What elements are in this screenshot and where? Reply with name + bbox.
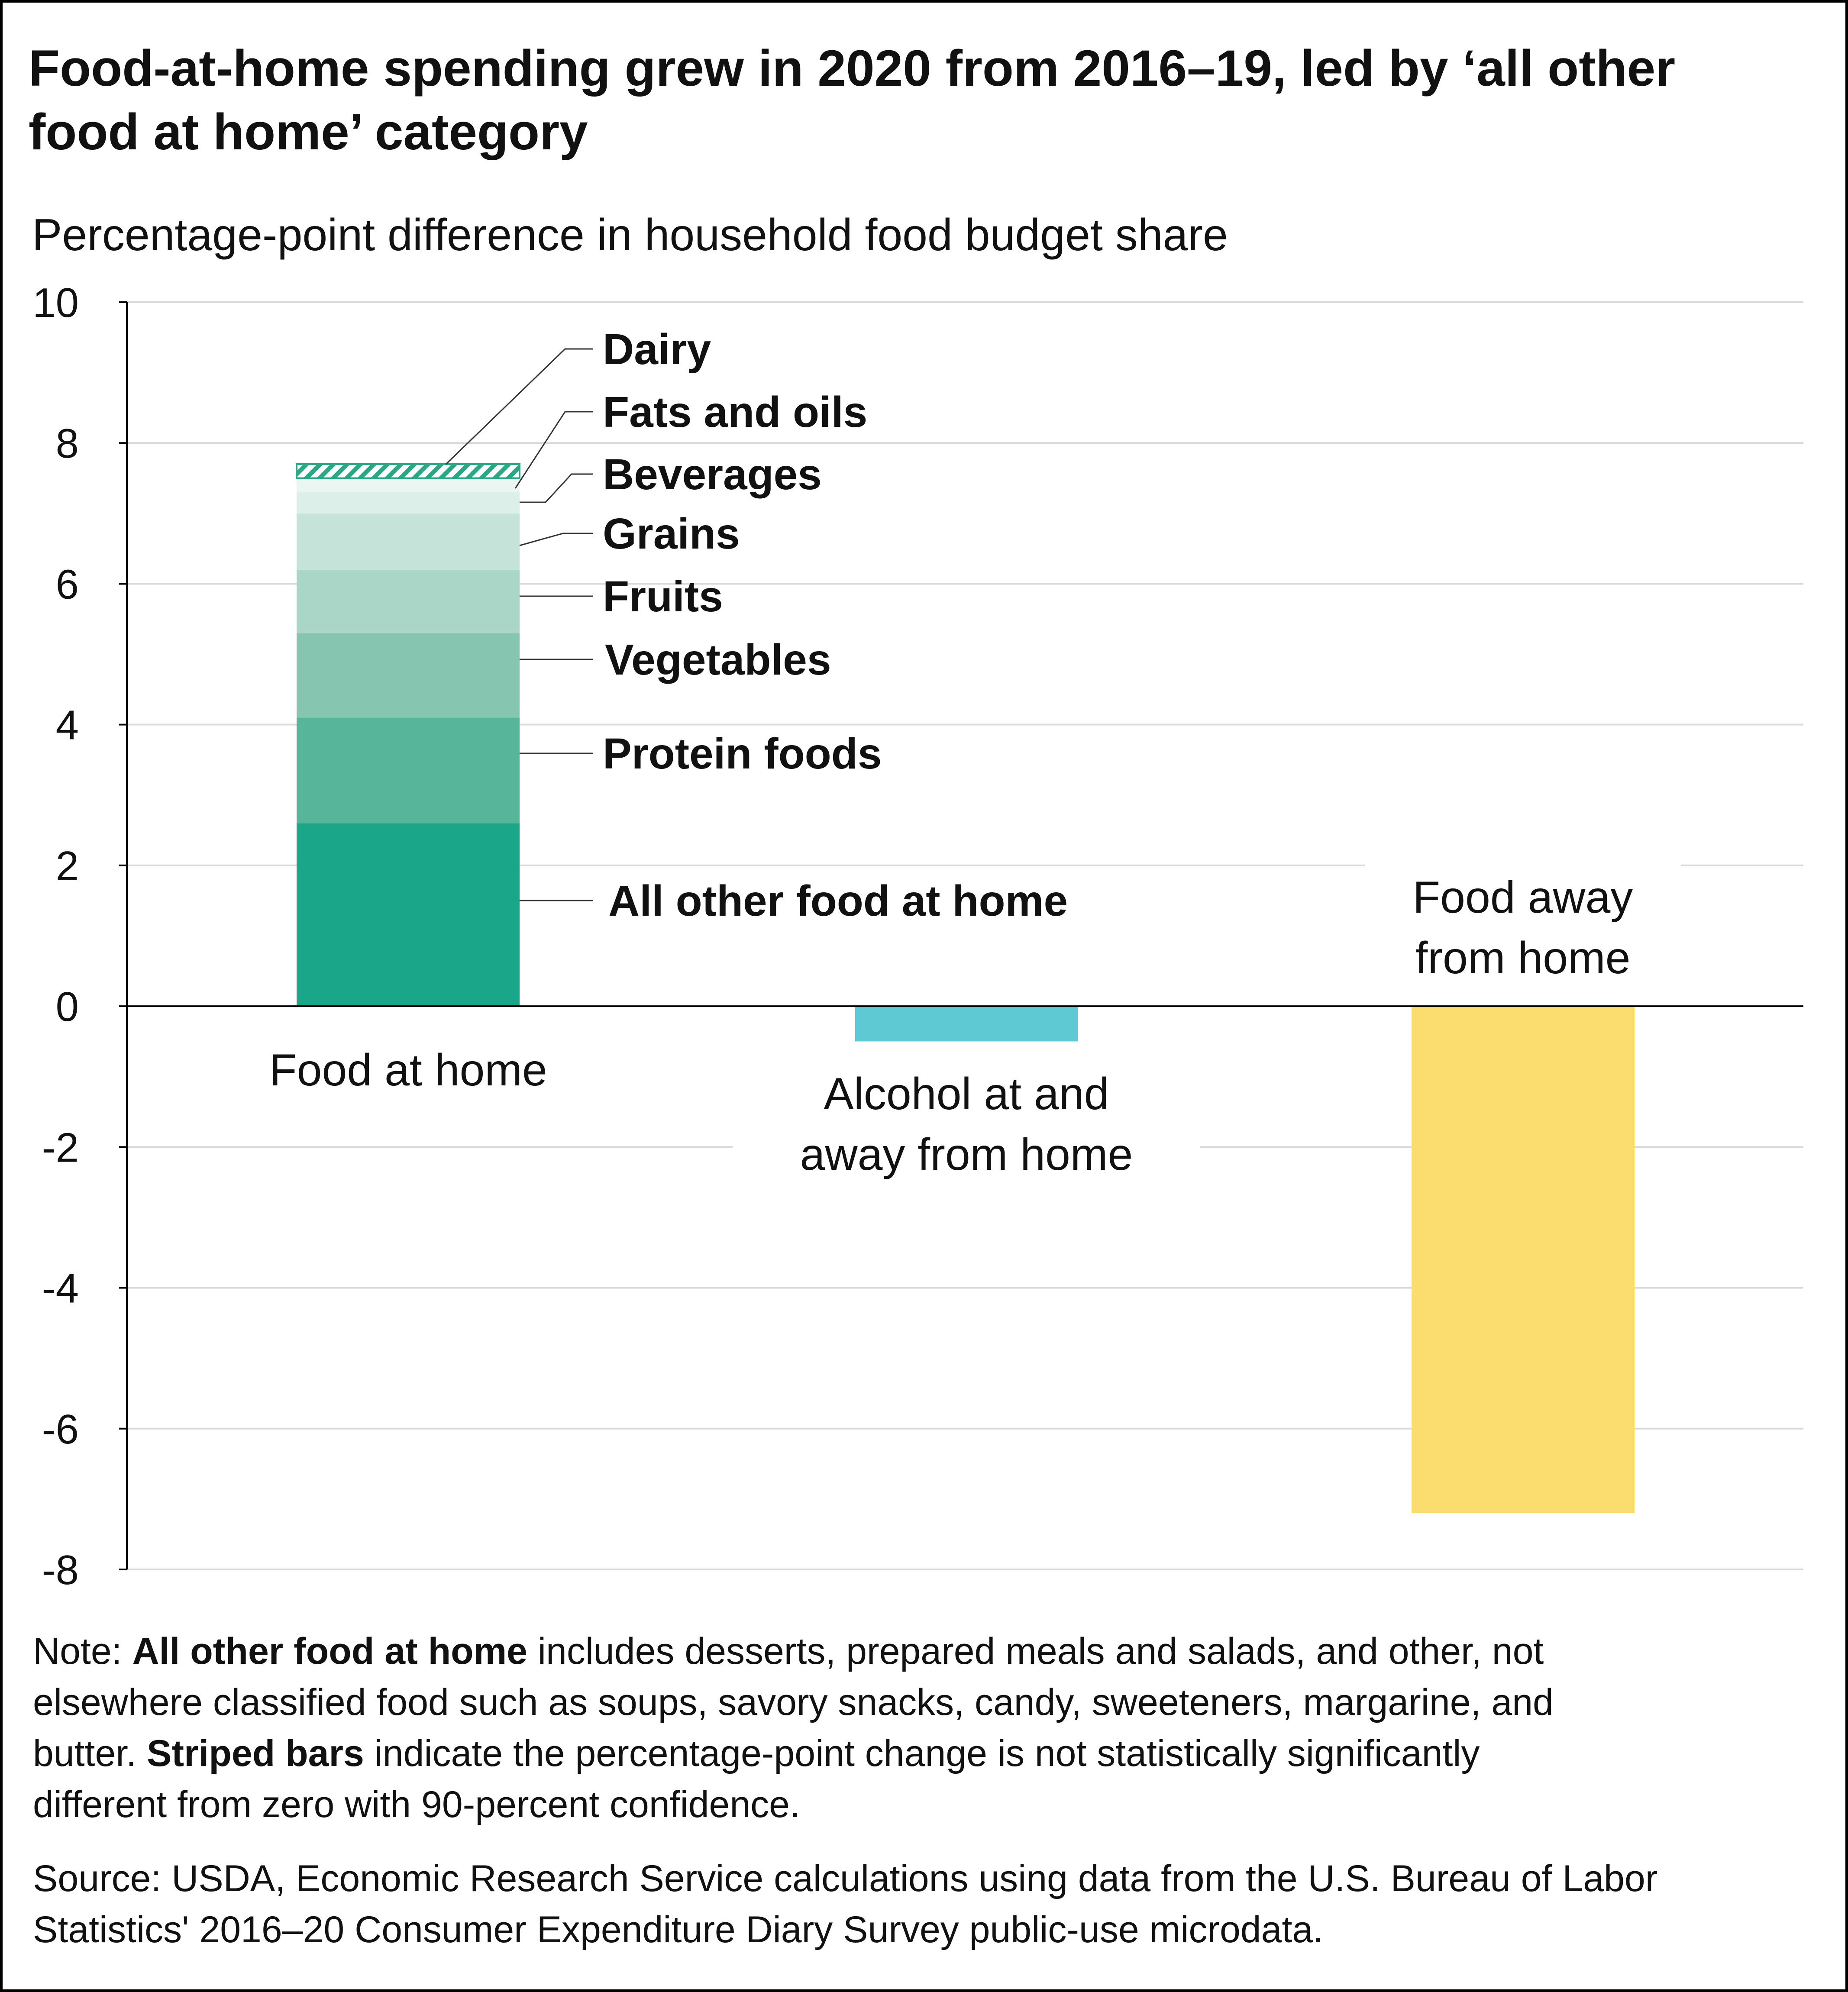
note-line-4: different from zero with 90-percent conf… <box>33 1784 800 1825</box>
segment-label-protein-foods: Protein foods <box>603 730 882 778</box>
bar-segment-fats-and-oils <box>297 478 520 493</box>
bar-segment-dairy <box>296 463 520 479</box>
y-tick-label: -4 <box>42 1266 79 1312</box>
y-tick-label: -2 <box>42 1124 79 1171</box>
bar-segment-beverages <box>297 492 520 513</box>
segment-label-grains: Grains <box>603 510 740 558</box>
leader-line-fats-and-oils <box>514 411 593 489</box>
note-line-1: Note: All other food at home includes de… <box>33 1630 1544 1672</box>
note-line-2: elsewhere classified food such as soups,… <box>33 1682 1554 1723</box>
note-line-3: butter. Striped bars indicate the percen… <box>33 1733 1480 1774</box>
category-label: Food away <box>1413 872 1633 923</box>
segment-label-beverages: Beverages <box>603 450 822 499</box>
y-tick-label: 4 <box>56 702 79 749</box>
category-labels: Food at home Alcohol at and away from home… <box>269 859 1681 1186</box>
y-tick-label: 10 <box>32 280 79 326</box>
leader-line-beverages <box>520 473 593 503</box>
note-bold-all-other: All other food at home <box>132 1630 527 1672</box>
chart-title-line-2: food at home’ category <box>29 103 588 161</box>
bar-segment-protein-foods <box>297 717 520 823</box>
y-tick-label: -6 <box>42 1406 79 1453</box>
category-label: Food at home <box>269 1045 547 1095</box>
y-tick-label: 2 <box>56 843 79 889</box>
segment-label-all-other-food-at-home: All other food at home <box>608 877 1068 925</box>
segment-label-vegetables: Vegetables <box>605 636 831 684</box>
segment-label-dairy: Dairy <box>603 325 711 374</box>
y-tick-label: 0 <box>56 984 79 1030</box>
leader-line-dairy <box>445 348 593 465</box>
source-line-1: Source: USDA, Economic Research Service … <box>33 1858 1657 1899</box>
leader-line-grains <box>519 533 593 546</box>
y-axis-ticks: 10 8 6 4 2 0 -2 -4 -6 -8 <box>32 280 128 1593</box>
note-line-3-post: indicate the percentage-point change is … <box>364 1733 1480 1774</box>
note-text-1: includes desserts, prepared meals and sa… <box>527 1630 1544 1672</box>
y-tick-label: 6 <box>56 561 79 607</box>
bar-food-away <box>1412 1006 1635 1513</box>
note-bold-striped: Striped bars <box>147 1733 364 1774</box>
bars <box>127 463 1803 1513</box>
y-tick-label: 8 <box>56 420 79 467</box>
segment-labels: All other food at home Protein foods Veget… <box>445 325 1068 925</box>
bar-segment-all-other-food-at-home <box>297 823 520 1007</box>
category-label-backing <box>1365 859 1681 989</box>
note-prefix: Note: <box>33 1630 132 1672</box>
category-label: from home <box>1415 933 1630 983</box>
bar-segment-vegetables <box>297 633 520 718</box>
category-label: away from home <box>800 1130 1133 1180</box>
bar-segment-fruits <box>297 569 520 633</box>
y-tick-label: -8 <box>42 1547 79 1593</box>
chart-title-line-1: Food-at-home spending grew in 2020 from … <box>29 40 1675 97</box>
bar-alcohol <box>855 1006 1078 1042</box>
source-line-2: Statistics' 2016–20 Consumer Expenditure… <box>33 1909 1323 1950</box>
category-label-backing <box>733 1061 1200 1186</box>
chart-subtitle: Percentage-point difference in household… <box>32 210 1228 260</box>
category-label: Alcohol at and <box>824 1069 1109 1119</box>
segment-label-fruits: Fruits <box>603 572 723 621</box>
segment-label-fats-and-oils: Fats and oils <box>603 388 867 436</box>
bar-segment-grains <box>297 513 520 570</box>
note-line-3-pre: butter. <box>33 1733 147 1774</box>
